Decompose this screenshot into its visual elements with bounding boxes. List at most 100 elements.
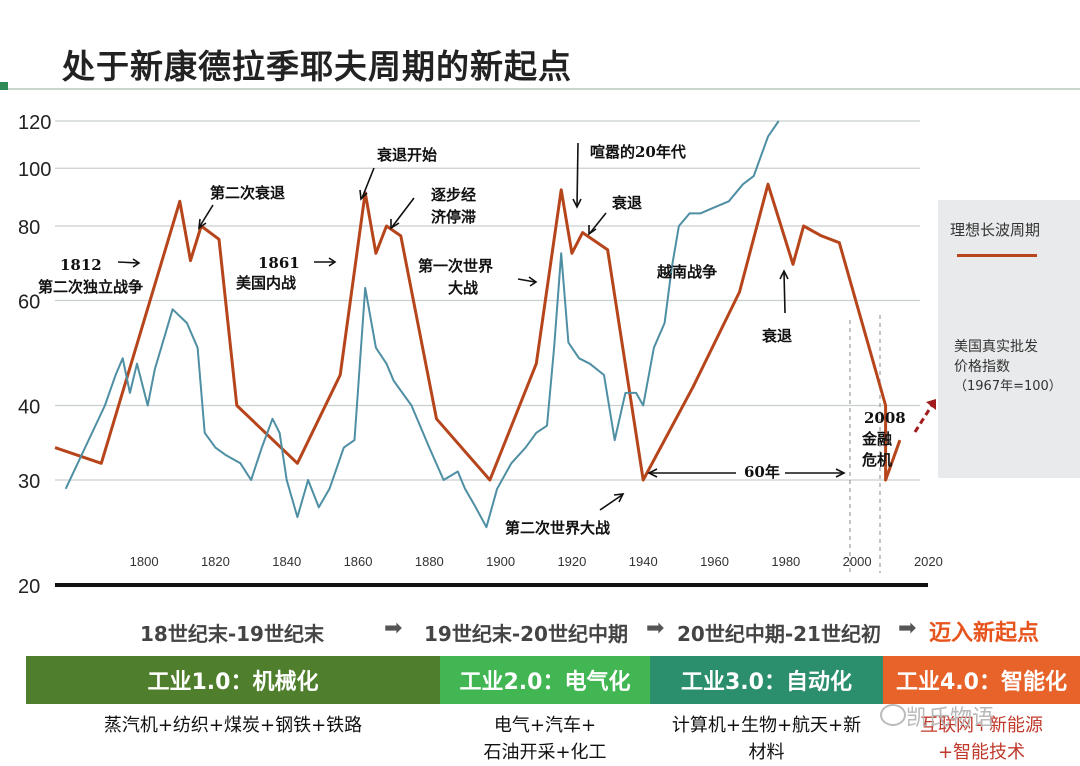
x-tick-1800: 1800 (130, 554, 159, 569)
y-tick-40: 40 (18, 397, 40, 419)
x-tick-1940: 1940 (629, 554, 658, 569)
band-industry-4-label: 工业4.0：智能化 (896, 670, 1067, 695)
annotation-war-1812: 第二次独立战争 (38, 278, 143, 296)
x-tick-1820: 1820 (201, 554, 230, 569)
annotation-roaring-20s: 喧嚣的20年代 (590, 143, 686, 161)
series-group (54, 120, 902, 529)
band-industry-3-desc: 计算机+生物+航天+新 材料 (650, 712, 883, 766)
annotation-financial: 金融 (861, 430, 892, 448)
arrow-recession-1980 (783, 271, 786, 314)
annotation-stagnation-2: 济停滞 (431, 208, 476, 226)
band-industry-3-desc-line1: 计算机+生物+航天+新 (671, 715, 862, 736)
band-industry-4: 工业4.0：智能化 (883, 656, 1080, 704)
band-industry-3-label: 工业3.0：自动化 (681, 670, 852, 695)
annotation-2008: 2008 (864, 409, 906, 427)
legend-wpi-line1: 美国真实批发 (954, 339, 1038, 355)
series-wholesale-price-index (64, 120, 780, 529)
era-arrow-1: ➡ (384, 616, 403, 641)
y-tick-80: 80 (18, 217, 40, 239)
era-arrow-2: ➡ (646, 616, 665, 641)
legend-wpi-line3: （1967年=100） (954, 379, 1062, 394)
x-tick-1960: 1960 (700, 554, 729, 569)
y-tick-labels: 120 100 80 60 40 30 20 (18, 112, 51, 598)
arrow-stagnation-head (390, 219, 400, 230)
y-tick-100: 100 (18, 159, 51, 181)
annotation-stagnation-1: 逐步经 (431, 186, 476, 204)
legend-ideal-swatch (957, 254, 1037, 257)
arrow-recession-start-head (359, 189, 368, 201)
annotation-60-years: 60年 (744, 463, 780, 481)
arrow-60-left-head (647, 468, 658, 478)
annotation-wwi-2: 大战 (448, 279, 478, 297)
band-industry-2-desc-line2: 石油开采+化工 (483, 742, 607, 763)
arrow-wwii (599, 494, 623, 511)
arrow-wwii-head (613, 493, 625, 503)
arrow-60-right-head (835, 468, 846, 478)
band-industry-4-desc-line2: +智能技术 (937, 742, 1026, 763)
band-industry-2-desc: 电气+汽车+ 石油开采+化工 (440, 712, 650, 766)
arrow-roaring-20s-head (572, 198, 582, 209)
band-industry-3-desc-line2: 材料 (748, 742, 785, 763)
legend-panel (938, 200, 1080, 478)
era-label-2: 19世纪末-20世纪中期 (424, 622, 628, 646)
arrow-stagnation (391, 197, 415, 228)
y-tick-120: 120 (18, 112, 51, 134)
band-industry-1-desc: 蒸汽机+纺织+煤炭+钢铁+铁路 (26, 712, 440, 739)
arrow-second-recession (199, 204, 214, 227)
annotation-recession-start: 衰退开始 (376, 146, 437, 164)
title-accent (0, 82, 8, 90)
annotation-recession-1920s: 衰退 (611, 194, 642, 212)
arrow-1812-head (132, 258, 141, 268)
legend-ideal-label: 理想长波周期 (950, 221, 1041, 239)
y-tick-30: 30 (18, 471, 40, 493)
arrow-recession-1920s-head (588, 225, 597, 236)
annotation-second-recession: 第二次衰退 (210, 184, 285, 202)
x-tick-1860: 1860 (344, 554, 373, 569)
band-industry-1: 工业1.0：机械化 (26, 656, 440, 704)
x-tick-labels: 1800 1820 1840 1860 1880 1900 1920 1940 1960 1980… (130, 554, 943, 569)
annotation-civil-war: 美国内战 (236, 274, 296, 292)
band-industry-2-label: 工业2.0：电气化 (459, 670, 631, 695)
era-label-3: 20世纪中期-21世纪初 (677, 622, 881, 646)
x-tick-1880: 1880 (415, 554, 444, 569)
gridlines (55, 120, 920, 481)
band-industry-4-desc: 互联网+新能源 +智能技术 (883, 712, 1080, 766)
legend-wpi-line2: 价格指数 (954, 359, 1010, 375)
y-tick-60: 60 (18, 291, 40, 313)
x-tick-2000: 2000 (843, 554, 872, 569)
annotation-recession-1980: 衰退 (761, 327, 792, 345)
annotation-1861: 1861 (258, 254, 300, 272)
y-tick-20: 20 (18, 576, 40, 598)
arrow-recession-start (361, 167, 375, 199)
x-tick-1840: 1840 (272, 554, 301, 569)
annotation-1812: 1812 (60, 256, 102, 274)
annotation-wwii: 第二次世界大战 (505, 519, 610, 537)
band-industry-2-desc-line1: 电气+汽车+ (493, 715, 597, 736)
band-industry-1-desc-line1: 蒸汽机+纺织+煤炭+钢铁+铁路 (103, 715, 363, 736)
annotation-wwi-1: 第一次世界 (418, 257, 493, 275)
band-industry-2: 工业2.0：电气化 (440, 656, 650, 704)
era-arrow-3: ➡ (898, 616, 917, 641)
x-tick-2020: 2020 (914, 554, 943, 569)
arrow-recession-1980-head (779, 269, 789, 280)
annotation-arrows (117, 142, 846, 511)
arrow-recession-1920s (589, 212, 607, 234)
era-label-1: 18世纪末-19世纪末 (140, 622, 324, 646)
future-trend-arrow-head (926, 399, 936, 410)
watermark: 凯氏物语 (906, 706, 995, 731)
page-title: 处于新康德拉季耶夫周期的新起点 (62, 47, 572, 86)
legend-wpi: 美国真实批发 价格指数 （1967年=100） (954, 337, 1080, 397)
x-tick-1920: 1920 (557, 554, 586, 569)
title-divider (0, 88, 1080, 90)
arrow-wwi (517, 278, 536, 283)
annotation-crisis: 危机 (862, 451, 892, 469)
era-label-4: 迈入新起点 (929, 621, 1040, 646)
band-industry-1-label: 工业1.0：机械化 (147, 670, 319, 695)
annotation-vietnam: 越南战争 (656, 263, 717, 281)
arrow-1812 (117, 261, 139, 264)
wechat-icon (880, 704, 906, 726)
band-industry-4-desc-line1: 互联网+新能源 (919, 715, 1044, 736)
arrow-second-recession-head (198, 218, 207, 230)
band-industry-3: 工业3.0：自动化 (650, 656, 883, 704)
